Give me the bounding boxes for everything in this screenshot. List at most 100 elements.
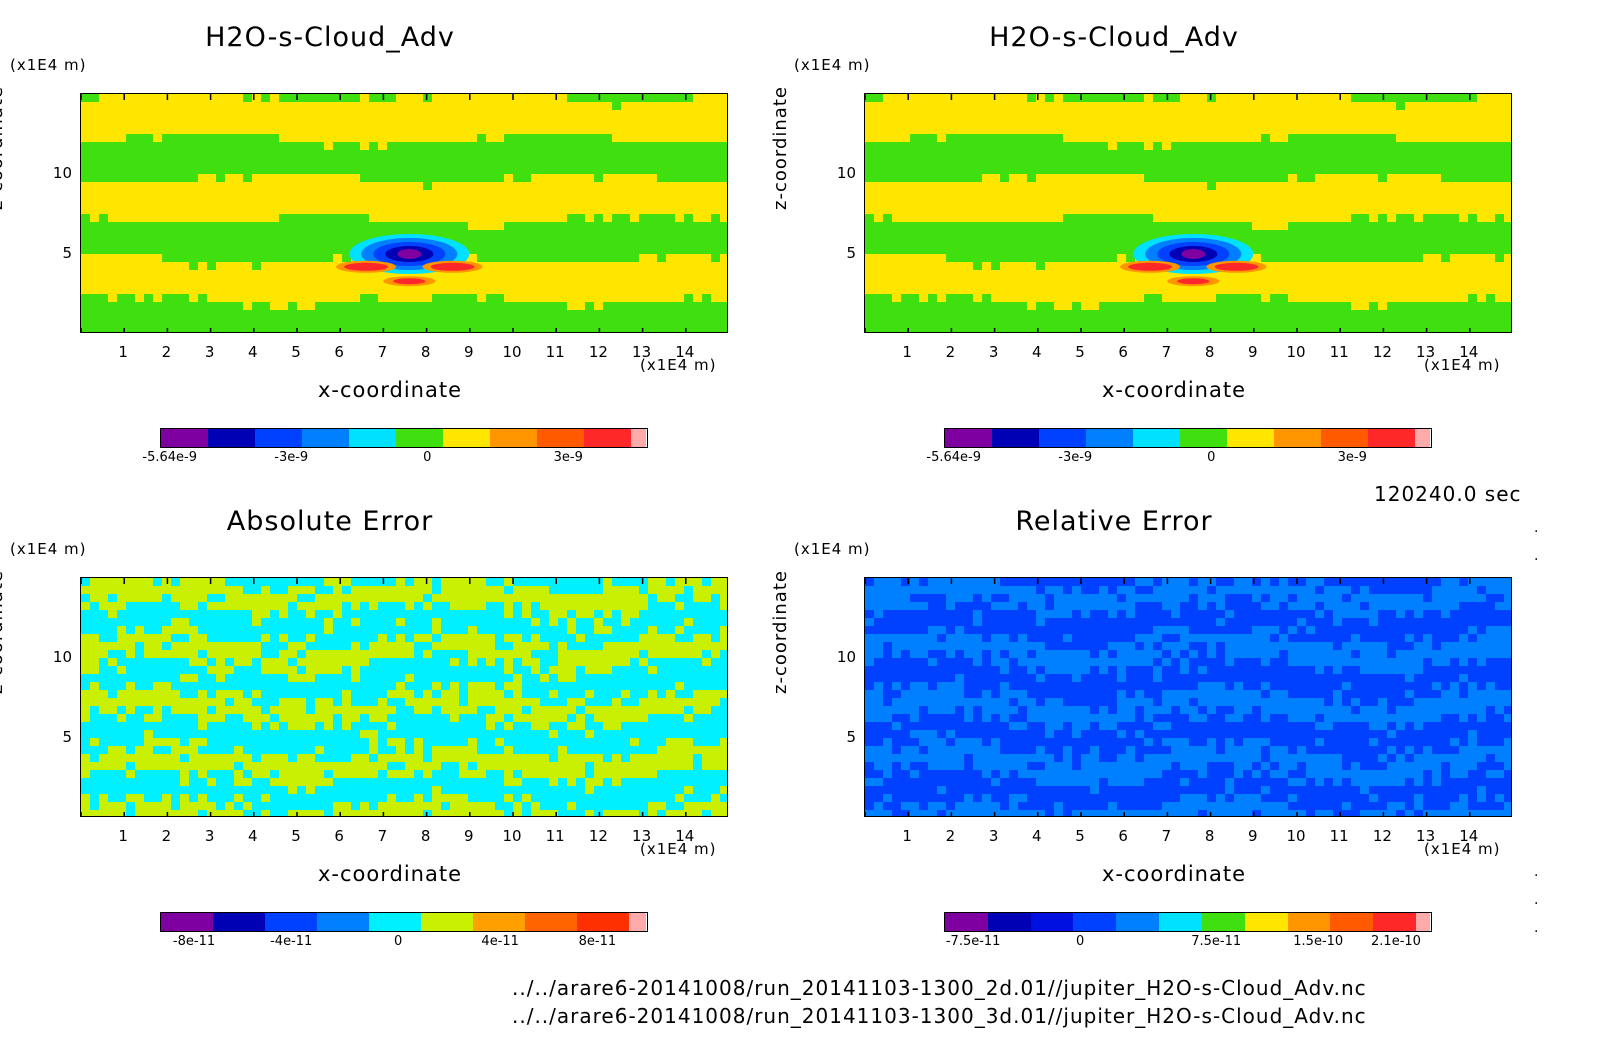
field-cell	[360, 278, 370, 287]
field-cell	[171, 222, 181, 231]
field-cell	[135, 626, 145, 635]
field-cell	[504, 182, 514, 191]
field-cell	[1072, 238, 1082, 247]
field-cell	[675, 110, 685, 119]
field-cell	[342, 310, 352, 319]
field-cell	[1459, 238, 1469, 247]
field-cell	[1279, 102, 1289, 111]
x-tick-label: 14	[1459, 343, 1479, 361]
field-cell	[1324, 134, 1334, 143]
field-cell	[261, 134, 271, 143]
field-cell	[522, 222, 532, 231]
field-cell	[495, 254, 505, 263]
field-cell	[982, 262, 992, 271]
field-cell	[225, 94, 235, 103]
field-cell	[540, 214, 550, 223]
field-cell	[711, 182, 721, 191]
field-cell	[1252, 174, 1262, 183]
field-cell	[1000, 182, 1010, 191]
field-cell	[270, 586, 280, 595]
field-cell	[1045, 230, 1055, 239]
field-cell	[171, 190, 181, 199]
field-cell	[964, 326, 974, 332]
field-cell	[892, 110, 902, 119]
field-cell	[477, 102, 487, 111]
field-cell	[108, 254, 118, 263]
field-cell	[1099, 262, 1109, 271]
field-cell	[955, 214, 965, 223]
field-cell	[423, 222, 433, 231]
field-cell	[928, 142, 938, 151]
field-cell	[1396, 278, 1406, 287]
field-cell	[1486, 134, 1496, 143]
field-cell	[1072, 214, 1082, 223]
field-cell	[1045, 214, 1055, 223]
field-cell	[450, 118, 460, 127]
field-cell	[1486, 294, 1496, 303]
field-cell	[198, 262, 208, 271]
field-cell	[288, 262, 298, 271]
field-cell	[666, 110, 676, 119]
field-cell	[937, 158, 947, 167]
field-cell	[360, 94, 370, 103]
field-cell	[1027, 94, 1037, 103]
field-cell	[1414, 190, 1424, 199]
field-cell	[522, 578, 532, 587]
field-cell	[991, 222, 1001, 231]
field-cell	[144, 206, 154, 215]
field-cell	[144, 142, 154, 151]
field-cell	[243, 270, 253, 279]
field-cell	[306, 626, 316, 635]
field-cell	[1171, 222, 1181, 231]
field-cell	[189, 594, 199, 603]
field-cell	[1486, 286, 1496, 295]
field-cell	[1099, 190, 1109, 199]
field-cell	[360, 110, 370, 119]
x-tick-label: 4	[248, 343, 258, 361]
field-cell	[234, 302, 244, 311]
field-cell	[1423, 214, 1433, 223]
field-cell	[315, 578, 325, 587]
field-cell	[675, 294, 685, 303]
field-cell	[207, 222, 217, 231]
field-cell	[549, 134, 559, 143]
field-cell	[558, 230, 568, 239]
field-cell	[621, 222, 631, 231]
field-cell	[928, 286, 938, 295]
field-cell	[162, 246, 172, 255]
field-cell	[405, 618, 415, 627]
field-cell	[720, 174, 727, 183]
field-cell	[982, 206, 992, 215]
field-cell	[549, 310, 559, 319]
field-cell	[126, 270, 136, 279]
field-cell	[234, 166, 244, 175]
field-cell	[684, 586, 694, 595]
field-cell	[1117, 286, 1127, 295]
field-cell	[1279, 166, 1289, 175]
field-cell	[1351, 126, 1361, 135]
field-cell	[135, 198, 145, 207]
field-cell	[946, 134, 956, 143]
field-cell	[612, 182, 622, 191]
field-cell	[1504, 302, 1511, 311]
field-cell	[135, 150, 145, 159]
field-cell	[423, 294, 433, 303]
field-cell	[1054, 262, 1064, 271]
field-cell	[405, 166, 415, 175]
field-cell	[288, 118, 298, 127]
field-cell	[315, 586, 325, 595]
field-cell	[1468, 214, 1478, 223]
field-cell	[1045, 270, 1055, 279]
field-cell	[594, 182, 604, 191]
field-cell	[1504, 198, 1511, 207]
field-cell	[540, 174, 550, 183]
field-cell	[1126, 302, 1136, 311]
field-cell	[171, 578, 181, 587]
field-cell	[1441, 158, 1451, 167]
field-cell	[108, 318, 118, 327]
field-cell	[99, 626, 109, 635]
field-cell	[1000, 262, 1010, 271]
field-cell	[135, 326, 145, 332]
field-cell	[378, 318, 388, 327]
field-cell	[486, 278, 496, 287]
